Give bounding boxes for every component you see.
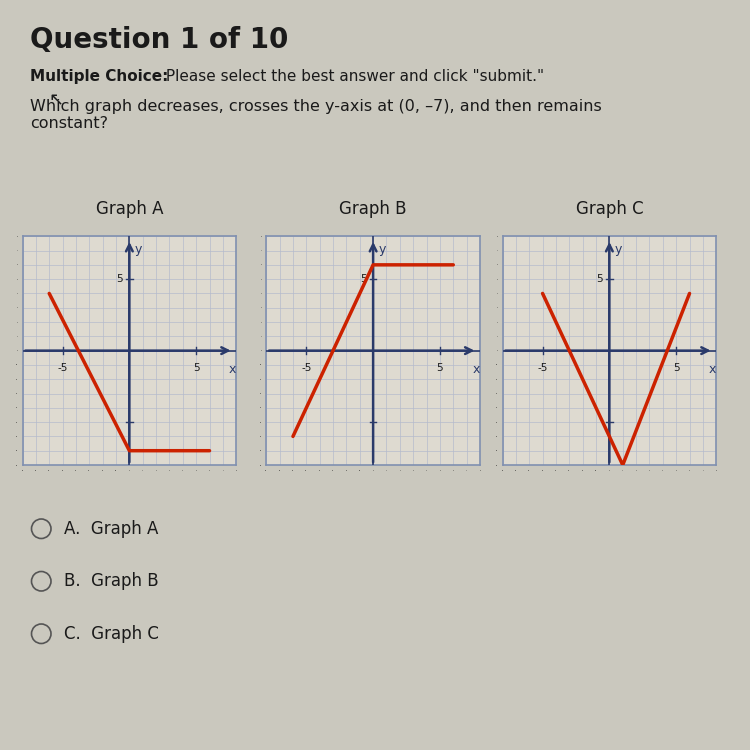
Text: ↖: ↖ [49,92,64,110]
Text: x: x [709,364,716,376]
Text: A.  Graph A: A. Graph A [64,520,158,538]
Text: 5: 5 [673,364,680,374]
Text: y: y [615,244,622,256]
Text: Graph A: Graph A [96,200,164,217]
Text: 5: 5 [360,274,367,284]
Text: C.  Graph C: C. Graph C [64,625,159,643]
Text: y: y [135,244,142,256]
Text: Question 1 of 10: Question 1 of 10 [30,26,288,54]
Text: 5: 5 [596,274,603,284]
Text: -5: -5 [302,364,311,374]
Text: x: x [472,364,480,376]
Text: -5: -5 [58,364,68,374]
Text: Graph B: Graph B [339,200,406,217]
Text: 5: 5 [116,274,123,284]
Text: 5: 5 [193,364,200,374]
Text: y: y [379,244,386,256]
Text: Graph C: Graph C [575,200,644,217]
Text: Multiple Choice:: Multiple Choice: [30,69,168,84]
Text: x: x [229,364,236,376]
Text: B.  Graph B: B. Graph B [64,572,158,590]
Text: 5: 5 [436,364,443,374]
Text: Please select the best answer and click "submit.": Please select the best answer and click … [161,69,544,84]
Text: -5: -5 [538,364,548,374]
Text: Which graph decreases, crosses the y-axis at (0, –7), and then remains
constant?: Which graph decreases, crosses the y-axi… [30,99,602,131]
